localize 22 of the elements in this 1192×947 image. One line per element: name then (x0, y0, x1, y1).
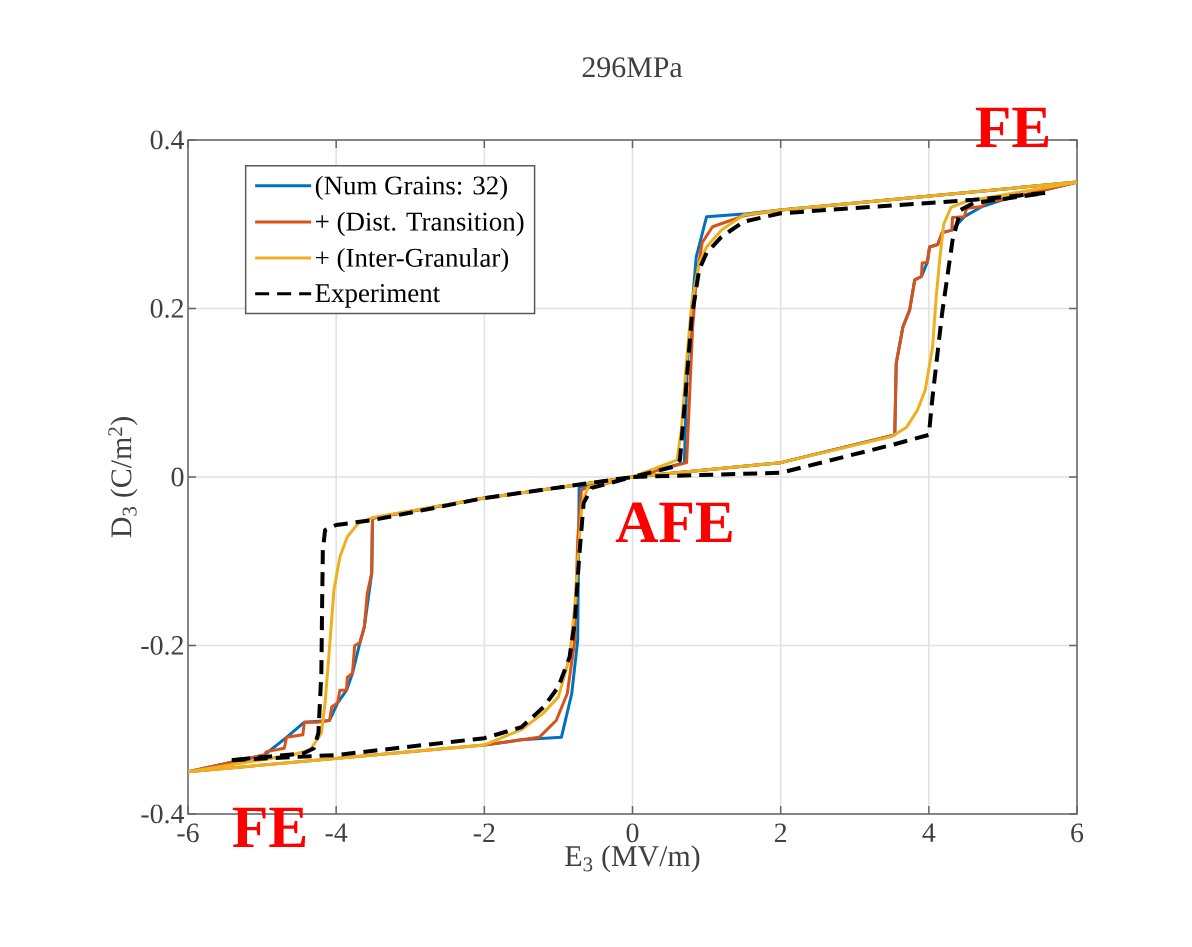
x-tick-label: 0 (626, 823, 639, 843)
y-tick-label: -0.2 (141, 636, 183, 655)
chart-title: 296MPa (582, 57, 683, 78)
x-tick-label: 4 (922, 823, 936, 842)
annotation: AFE (615, 502, 732, 542)
x-tick-label: 6 (1071, 823, 1084, 843)
legend-label: + (Inter-Granular) (315, 247, 509, 273)
legend-label: Experiment (315, 284, 440, 308)
y-tick-label: -0.4 (141, 804, 185, 824)
y-tick-label: 0 (171, 467, 184, 487)
y-tick-label: 0.2 (150, 299, 183, 318)
legend-label: (Num Grains: 32) (315, 175, 507, 201)
x-axis-title: E$_{3}$ (MV/m) (565, 845, 700, 873)
annotation: FE (232, 807, 306, 847)
x-tick-label: 2 (774, 823, 787, 842)
x-tick-label: -2 (473, 823, 495, 842)
y-axis-title: D$_{3}$ (C/m$^{2}$) (108, 417, 138, 538)
x-tick-label: -6 (177, 823, 199, 843)
legend-label: + (Dist. Transition) (315, 211, 524, 237)
annotation: FE (975, 107, 1049, 147)
y-tick-label: 0.4 (150, 130, 185, 150)
x-tick-label: -4 (325, 823, 348, 842)
